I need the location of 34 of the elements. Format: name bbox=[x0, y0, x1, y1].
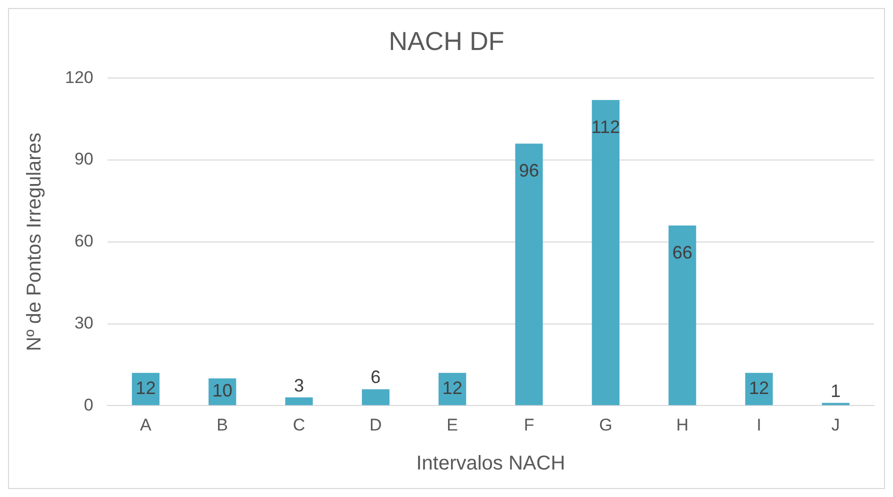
data-label: 3 bbox=[294, 375, 304, 396]
x-tick-label: G bbox=[599, 415, 612, 434]
data-label: 6 bbox=[370, 367, 381, 388]
data-label: 12 bbox=[136, 378, 156, 398]
chart-title: NACH DF bbox=[388, 26, 504, 56]
x-tick-label: H bbox=[676, 415, 688, 434]
bar bbox=[362, 389, 390, 406]
y-tick-label: 30 bbox=[74, 313, 94, 332]
data-label: 12 bbox=[748, 378, 770, 398]
data-label: 66 bbox=[672, 242, 692, 262]
data-label: 96 bbox=[519, 160, 540, 181]
bar bbox=[285, 397, 313, 406]
data-label: 10 bbox=[212, 380, 232, 401]
x-tick-label: J bbox=[831, 415, 840, 434]
bar bbox=[592, 100, 620, 406]
x-tick-label: A bbox=[140, 415, 152, 434]
x-tick-label: B bbox=[216, 415, 228, 434]
bar bbox=[745, 372, 773, 406]
x-tick-label: D bbox=[370, 415, 382, 434]
y-tick-label: 60 bbox=[74, 232, 94, 251]
data-label: 112 bbox=[591, 116, 620, 137]
bar bbox=[515, 144, 543, 406]
x-tick-label: I bbox=[756, 415, 762, 434]
data-label: 1 bbox=[830, 380, 841, 401]
y-tick-label: 120 bbox=[64, 68, 94, 87]
x-tick-label: F bbox=[524, 415, 534, 434]
y-axis-title: Nº de Pontos Irregulares bbox=[24, 132, 46, 352]
x-tick-label: E bbox=[446, 415, 458, 434]
y-tick-label: 90 bbox=[74, 150, 94, 169]
data-label: 12 bbox=[442, 378, 462, 398]
y-tick-label: 0 bbox=[84, 395, 94, 414]
x-tick-label: C bbox=[292, 415, 306, 434]
x-axis-title: Intervalos NACH bbox=[416, 452, 566, 475]
bar bbox=[668, 226, 696, 406]
